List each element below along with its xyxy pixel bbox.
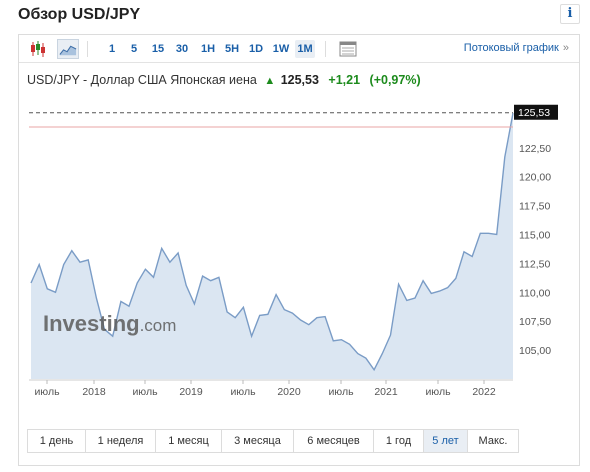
last-price: 125,53 — [280, 73, 319, 87]
info-icon[interactable]: i — [560, 4, 580, 24]
instrument-name: USD/JPY - Доллар США Японская иена — [27, 73, 257, 87]
y-tick-label: 110,00 — [519, 287, 550, 299]
streaming-chart-link[interactable]: Потоковый график» — [464, 42, 569, 54]
area-chart-icon[interactable] — [57, 39, 79, 59]
range-1-day[interactable]: 1 день — [28, 430, 86, 452]
range-1-year[interactable]: 1 год — [374, 430, 424, 452]
timeframe-1m[interactable]: 1M — [295, 40, 315, 58]
x-tick-label: июль — [230, 386, 256, 398]
price-chart[interactable]: 122,50 120,00 117,50 115,00 112,50 110,00 107,… — [19, 99, 579, 429]
y-tick-label: 117,50 — [519, 201, 550, 213]
range-max[interactable]: Макс. — [478, 435, 508, 447]
last-price-badge — [514, 104, 558, 120]
y-tick-label: 122,50 — [519, 143, 551, 155]
range-5-years[interactable]: 5 лет — [424, 430, 468, 452]
price-area — [31, 113, 513, 379]
quote-line: USD/JPY - Доллар США Японская иена ▲ 125… — [27, 73, 421, 87]
toolbar-divider — [325, 41, 326, 57]
timeframe-1w[interactable]: 1W — [272, 43, 290, 55]
chart-toolbar: 1 5 15 30 1H 5H 1D 1W 1M Потоковый график» — [19, 35, 579, 63]
x-tick-label: 2021 — [374, 386, 398, 398]
watermark-brand: Investing — [43, 311, 140, 336]
range-selector: 1 день 1 неделя 1 месяц 3 месяца 6 месяцев 1 … — [27, 429, 519, 453]
timeframe-1h[interactable]: 1H — [200, 43, 216, 55]
watermark-logo: Investing.com — [43, 311, 176, 336]
toolbar-divider — [87, 41, 88, 57]
price-change-percent: (+0,97%) — [369, 73, 421, 87]
range-1-month[interactable]: 1 месяц — [156, 430, 222, 452]
y-tick-label: 120,00 — [519, 172, 551, 184]
table-view-icon[interactable] — [337, 39, 359, 59]
x-tick-label: 2019 — [179, 386, 203, 398]
timeframe-1d[interactable]: 1D — [248, 43, 264, 55]
y-tick-label: 107,50 — [519, 316, 551, 328]
timeframe-30[interactable]: 30 — [175, 43, 189, 55]
last-price-badge-label: 125,53 — [518, 107, 550, 119]
x-tick-label: июль — [425, 386, 451, 398]
timeframe-1[interactable]: 1 — [108, 43, 116, 55]
x-tick-label: июль — [34, 386, 60, 398]
page-title: Обзор USD/JPY — [18, 6, 141, 23]
x-tick-label: 2018 — [82, 386, 106, 398]
y-tick-label: 115,00 — [519, 229, 550, 241]
x-tick-label: июль — [132, 386, 158, 398]
price-line — [30, 112, 514, 372]
watermark-suffix: .com — [140, 316, 177, 335]
arrow-up-icon: ▲ — [264, 75, 276, 87]
range-3-months[interactable]: 3 месяца — [222, 430, 294, 452]
chart-widget: 1 5 15 30 1H 5H 1D 1W 1M Потоковый график» USD/J… — [18, 34, 580, 466]
timeframe-5[interactable]: 5 — [130, 43, 138, 55]
timeframe-5h[interactable]: 5H — [224, 43, 240, 55]
chevron-right-icon: » — [562, 42, 569, 54]
range-1-week[interactable]: 1 неделя — [86, 430, 156, 452]
x-tick-label: июль — [328, 386, 354, 398]
x-tick-label: 2022 — [472, 386, 496, 398]
x-tick-label: 2020 — [277, 386, 301, 398]
y-tick-label: 105,00 — [519, 345, 551, 357]
candlestick-chart-icon[interactable] — [27, 39, 49, 59]
range-6-months[interactable]: 6 месяцев — [294, 430, 374, 452]
price-change: +1,21 — [328, 73, 361, 87]
timeframe-15[interactable]: 15 — [151, 43, 165, 55]
y-tick-label: 112,50 — [519, 258, 550, 270]
streaming-chart-label: Потоковый график — [463, 42, 559, 54]
